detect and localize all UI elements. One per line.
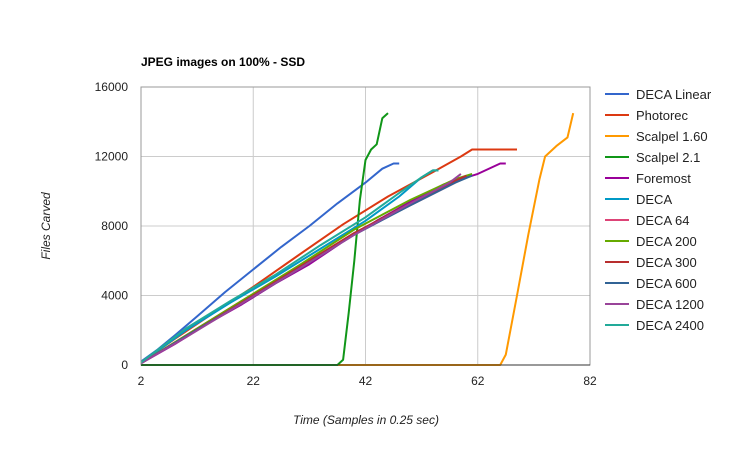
legend-entry: DECA [636, 192, 672, 207]
series-line-deca-1200 [140, 173, 462, 365]
legend-entry: Scalpel 1.60 [636, 129, 708, 144]
series-line-scalpel-2-1 [141, 112, 389, 366]
y-axis-label: Files Carved [39, 192, 53, 260]
series-line-deca-linear [140, 162, 400, 363]
legend-entry: DECA Linear [636, 87, 712, 102]
axes [140, 86, 591, 366]
legend-entry: Foremost [636, 171, 691, 186]
series-lines [140, 112, 575, 366]
legend-entry: DECA 2400 [636, 318, 704, 333]
y-tick-label: 0 [121, 358, 128, 372]
series-line-deca-2400 [140, 169, 439, 364]
x-tick-label: 22 [247, 374, 261, 388]
legend-entry: Scalpel 2.1 [636, 150, 700, 165]
x-axis-label: Time (Samples in 0.25 sec) [293, 413, 439, 427]
legend: DECA Linear Photorec Scalpel 1.60 Scalpel 2… [605, 87, 712, 333]
legend-entry: DECA 200 [636, 234, 697, 249]
x-tick-label: 62 [471, 374, 485, 388]
legend-entry: DECA 600 [636, 276, 697, 291]
legend-entry: DECA 300 [636, 255, 697, 270]
y-tick-label: 12000 [95, 150, 129, 164]
legend-entry: DECA 64 [636, 213, 689, 228]
legend-entry: Photorec [636, 108, 689, 123]
series-line-scalpel-1-60 [141, 112, 575, 366]
y-tick-label: 4000 [101, 289, 128, 303]
y-tick-label: 16000 [95, 80, 129, 94]
legend-entry: DECA 1200 [636, 297, 704, 312]
x-tick-label: 42 [359, 374, 373, 388]
x-tick-label: 2 [138, 374, 145, 388]
chart-title: JPEG images on 100% - SSD [141, 55, 305, 69]
x-tick-label: 82 [583, 374, 597, 388]
y-tick-label: 8000 [101, 219, 128, 233]
